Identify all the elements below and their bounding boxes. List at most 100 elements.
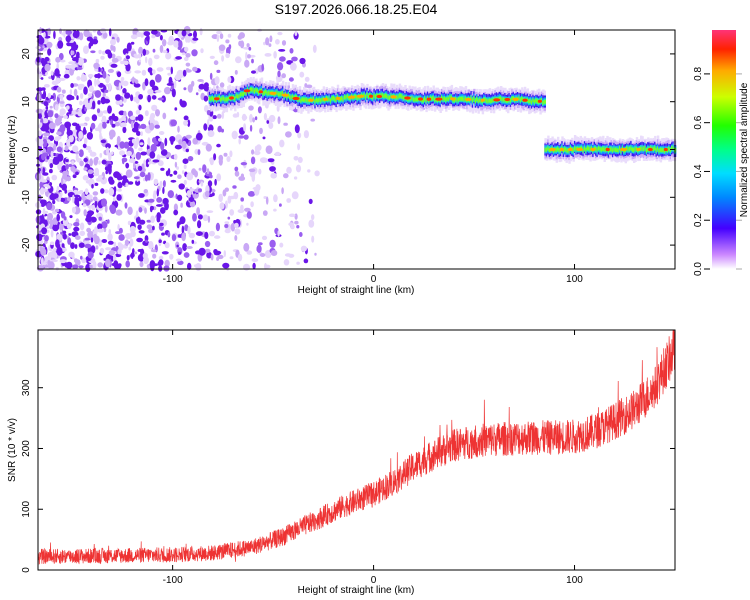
upper-band-segment [225, 97, 229, 102]
noise-speckle [98, 175, 104, 179]
upper-band-peak [522, 98, 528, 102]
noise-speckle [126, 150, 132, 156]
noise-speckle [85, 145, 92, 151]
upper-band-segment [227, 97, 230, 101]
noise-speckle [83, 29, 90, 38]
lower-band-segment [617, 148, 620, 153]
noise-speckle [138, 104, 142, 111]
noise-speckle [285, 131, 292, 138]
noise-speckle [50, 150, 54, 159]
noise-speckle [81, 257, 87, 264]
lower-band-segment [564, 147, 567, 151]
noise-speckle [103, 98, 111, 104]
heatmap-x-tick-label-0: -100 [163, 274, 183, 285]
noise-speckle [197, 149, 201, 156]
noise-speckle [78, 149, 84, 158]
noise-speckle [283, 122, 288, 126]
noise-speckle [80, 255, 83, 260]
noise-speckle [243, 263, 250, 271]
noise-speckle [286, 166, 292, 174]
upper-band-segment [218, 95, 222, 100]
noise-speckle [205, 143, 212, 152]
noise-speckle [71, 122, 78, 127]
noise-speckle [187, 262, 192, 270]
noise-speckle [118, 227, 123, 234]
noise-speckle [185, 62, 191, 67]
noise-speckle [216, 256, 220, 261]
noise-speckle [123, 115, 126, 120]
noise-speckle [125, 233, 133, 240]
snr-x-ticks: -100 0 100 [163, 330, 583, 586]
noise-speckle [262, 210, 268, 216]
upper-band-segment [242, 92, 245, 96]
upper-band-peak [417, 97, 424, 101]
noise-speckle [177, 221, 182, 225]
noise-speckle [197, 79, 204, 82]
noise-speckle [63, 73, 70, 79]
noise-speckle [145, 158, 150, 168]
noise-speckle [90, 237, 94, 243]
noise-speckle [290, 62, 297, 71]
noise-speckle [43, 31, 46, 38]
upper-band-peak [390, 95, 397, 99]
noise-speckle [159, 45, 164, 53]
noise-speckle [66, 223, 72, 230]
upper-band-segment [303, 98, 306, 102]
lower-band-segment [544, 148, 547, 152]
noise-speckle [41, 111, 45, 119]
noise-speckle [229, 256, 234, 260]
heatmap-x-ticks: -100 0 100 [163, 30, 583, 285]
noise-speckle [164, 201, 169, 211]
upper-band-segment [253, 89, 257, 94]
lower-band-segment [634, 147, 637, 151]
noise-speckle [101, 239, 108, 243]
noise-speckle [218, 193, 223, 203]
noise-speckle [160, 167, 165, 171]
noise-speckle [234, 70, 238, 75]
noise-speckle [193, 264, 199, 268]
lower-band-segment [575, 146, 578, 151]
upper-band-segment [542, 101, 545, 105]
noise-speckle [127, 181, 134, 185]
noise-speckle [181, 170, 185, 175]
noise-speckle [207, 215, 211, 223]
noise-speckle [92, 196, 98, 202]
noise-speckle [145, 239, 148, 243]
noise-speckle [157, 97, 164, 101]
noise-speckle [168, 35, 174, 44]
lower-band-segment [640, 147, 643, 151]
noise-speckle [214, 76, 220, 85]
noise-speckle [50, 229, 54, 238]
noise-speckle [63, 216, 67, 221]
noise-speckle [246, 43, 250, 48]
noise-speckle [42, 132, 50, 137]
heatmap-y-tick-label-3: 10 [21, 96, 32, 108]
noise-speckle [178, 40, 183, 49]
noise-speckle [177, 174, 182, 179]
noise-speckle [84, 102, 92, 110]
noise-speckle [50, 71, 54, 76]
noise-speckle [152, 253, 157, 259]
noise-speckle [62, 218, 69, 227]
noise-speckle [234, 228, 241, 235]
noise-speckle [305, 84, 313, 89]
noise-speckle [43, 101, 49, 106]
noise-speckle [214, 235, 221, 239]
upper-band-segment [386, 94, 389, 98]
noise-speckle [120, 122, 127, 128]
snr-x-tick-label-1: 0 [371, 575, 377, 586]
noise-speckle [308, 198, 313, 205]
noise-speckle [116, 86, 120, 91]
upper-band-segment [315, 98, 319, 102]
noise-speckle [229, 150, 233, 158]
lower-band-segment [668, 147, 671, 151]
lower-band-segment [630, 146, 633, 151]
noise-speckle [109, 205, 117, 215]
upper-band-peak [369, 94, 373, 98]
noise-speckle [39, 245, 43, 253]
noise-speckle [94, 182, 99, 186]
noise-speckle [90, 50, 96, 54]
noise-speckle [181, 52, 186, 56]
noise-speckle [107, 105, 112, 114]
noise-speckle [100, 55, 105, 60]
